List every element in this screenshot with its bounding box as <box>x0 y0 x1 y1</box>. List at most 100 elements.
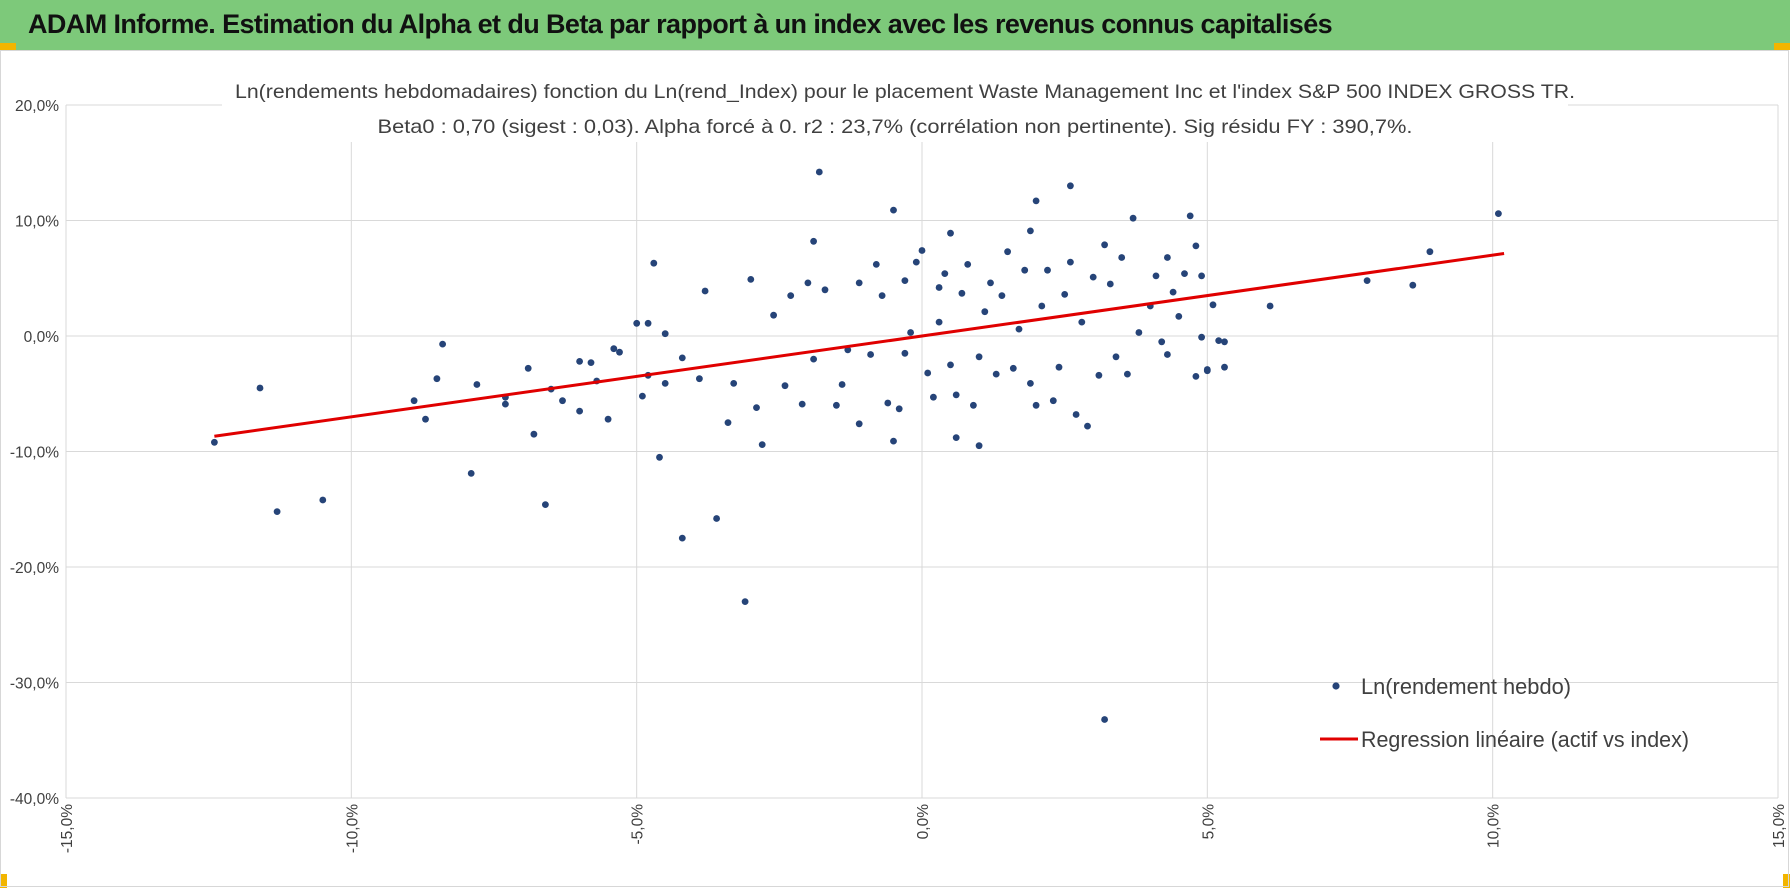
x-tick-label: 0,0% <box>915 804 932 840</box>
scatter-point <box>1118 254 1126 261</box>
scatter-point <box>467 470 475 477</box>
scatter-point <box>524 364 532 372</box>
scatter-point <box>855 420 863 428</box>
scatter-point <box>884 399 892 407</box>
y-tick-label: -20,0% <box>10 560 59 577</box>
scatter-point <box>964 261 972 268</box>
scatter-point <box>958 289 966 297</box>
scatter-points <box>211 168 1502 723</box>
scatter-point <box>656 453 663 461</box>
scatter-point <box>576 407 583 415</box>
scatter-point <box>639 392 646 400</box>
y-tick-label: 20,0% <box>15 98 59 115</box>
scatter-point <box>1169 288 1177 296</box>
scatter-point <box>798 400 806 408</box>
scatter-point <box>1129 214 1137 222</box>
scatter-point <box>952 434 960 441</box>
scatter-point <box>410 397 418 405</box>
scatter-point <box>970 401 977 409</box>
scatter-point <box>1221 363 1228 371</box>
scatter-point <box>661 380 669 387</box>
scatter-point <box>1495 210 1502 218</box>
scatter-point <box>1078 318 1086 326</box>
scatter-point <box>1124 370 1131 378</box>
x-tick-label: -5,0% <box>630 804 647 845</box>
scatter-point <box>935 284 943 291</box>
scatter-point <box>747 276 755 283</box>
scatter-point <box>604 415 612 423</box>
scatter-point <box>1409 281 1417 289</box>
scatter-point <box>1101 716 1108 723</box>
scatter-point <box>678 354 686 362</box>
scatter-point <box>256 384 264 392</box>
report-title: ADAM Informe. Estimation du Alpha et du … <box>28 9 1333 39</box>
scatter-point <box>930 393 937 401</box>
scatter-point <box>1027 380 1034 387</box>
scatter-point <box>907 329 914 336</box>
scatter-point <box>838 381 846 388</box>
scatter-point <box>678 534 686 542</box>
scatter-point <box>918 247 926 254</box>
scatter-point <box>1363 277 1371 284</box>
scatter-point <box>872 261 880 268</box>
scatter-point <box>912 258 920 266</box>
scatter-point <box>924 369 932 377</box>
scatter-point <box>1221 338 1228 346</box>
scatter-point <box>1044 266 1051 274</box>
scatter-point <box>1215 337 1223 344</box>
scatter-point <box>804 279 812 287</box>
scatter-point <box>713 515 720 522</box>
scatter-point <box>1106 280 1114 288</box>
corner-marker-bottom-right <box>1783 874 1790 888</box>
scatter-point <box>1192 242 1200 250</box>
scatter-point <box>1095 371 1103 379</box>
scatter-point <box>730 380 738 387</box>
scatter-point <box>787 292 795 299</box>
scatter-point <box>770 311 777 319</box>
scatter-point <box>758 441 766 448</box>
scatter-point <box>987 279 994 287</box>
axes: 20,0%10,0%0,0%-10,0%-20,0%-30,0%-40,0%-1… <box>10 98 1788 853</box>
scatter-point <box>815 168 823 176</box>
scatter-point <box>1198 272 1205 280</box>
legend-label-scatter: Ln(rendement hebdo) <box>1361 674 1571 699</box>
scatter-point <box>878 292 886 299</box>
scatter-point <box>741 598 749 605</box>
scatter-point <box>947 361 954 369</box>
scatter-point <box>701 287 709 295</box>
x-tick-label: 5,0% <box>1200 804 1217 840</box>
scatter-point <box>1203 367 1211 375</box>
scatter-point <box>422 415 429 423</box>
scatter-point <box>1209 301 1217 309</box>
scatter-point <box>810 355 817 363</box>
chart-title-line1: Ln(rendements hebdomadaires) fonction du… <box>235 81 1575 103</box>
scatter-point <box>1266 302 1274 310</box>
scatter-point <box>587 359 595 366</box>
scatter-point <box>981 308 989 316</box>
scatter-point <box>1021 266 1029 274</box>
regression-line <box>214 252 1505 438</box>
scatter-point <box>992 370 1000 378</box>
scatter-point <box>1032 197 1040 205</box>
scatter-point <box>890 206 897 214</box>
x-tick-label: 15,0% <box>1771 804 1788 848</box>
scatter-point <box>542 501 549 508</box>
scatter-point <box>610 345 618 353</box>
scatter-point <box>1192 373 1200 380</box>
scatter-point <box>1015 325 1023 333</box>
chart-frame <box>0 50 1789 887</box>
scatter-point <box>833 401 840 409</box>
scatter-point <box>781 382 789 390</box>
scatter-point <box>1426 248 1434 256</box>
scatter-point <box>1181 270 1188 277</box>
y-tick-label: -30,0% <box>10 676 59 693</box>
corner-marker-bottom-left <box>0 874 7 888</box>
scatter-point <box>810 237 817 245</box>
scatter-point <box>1198 333 1205 341</box>
scatter-point <box>1032 401 1040 409</box>
scatter-point <box>1135 329 1143 336</box>
scatter-point <box>1072 411 1080 418</box>
x-tick-label: -10,0% <box>344 804 361 853</box>
report-header: ADAM Informe. Estimation du Alpha et du … <box>0 0 1790 50</box>
scatter-point <box>576 358 583 365</box>
